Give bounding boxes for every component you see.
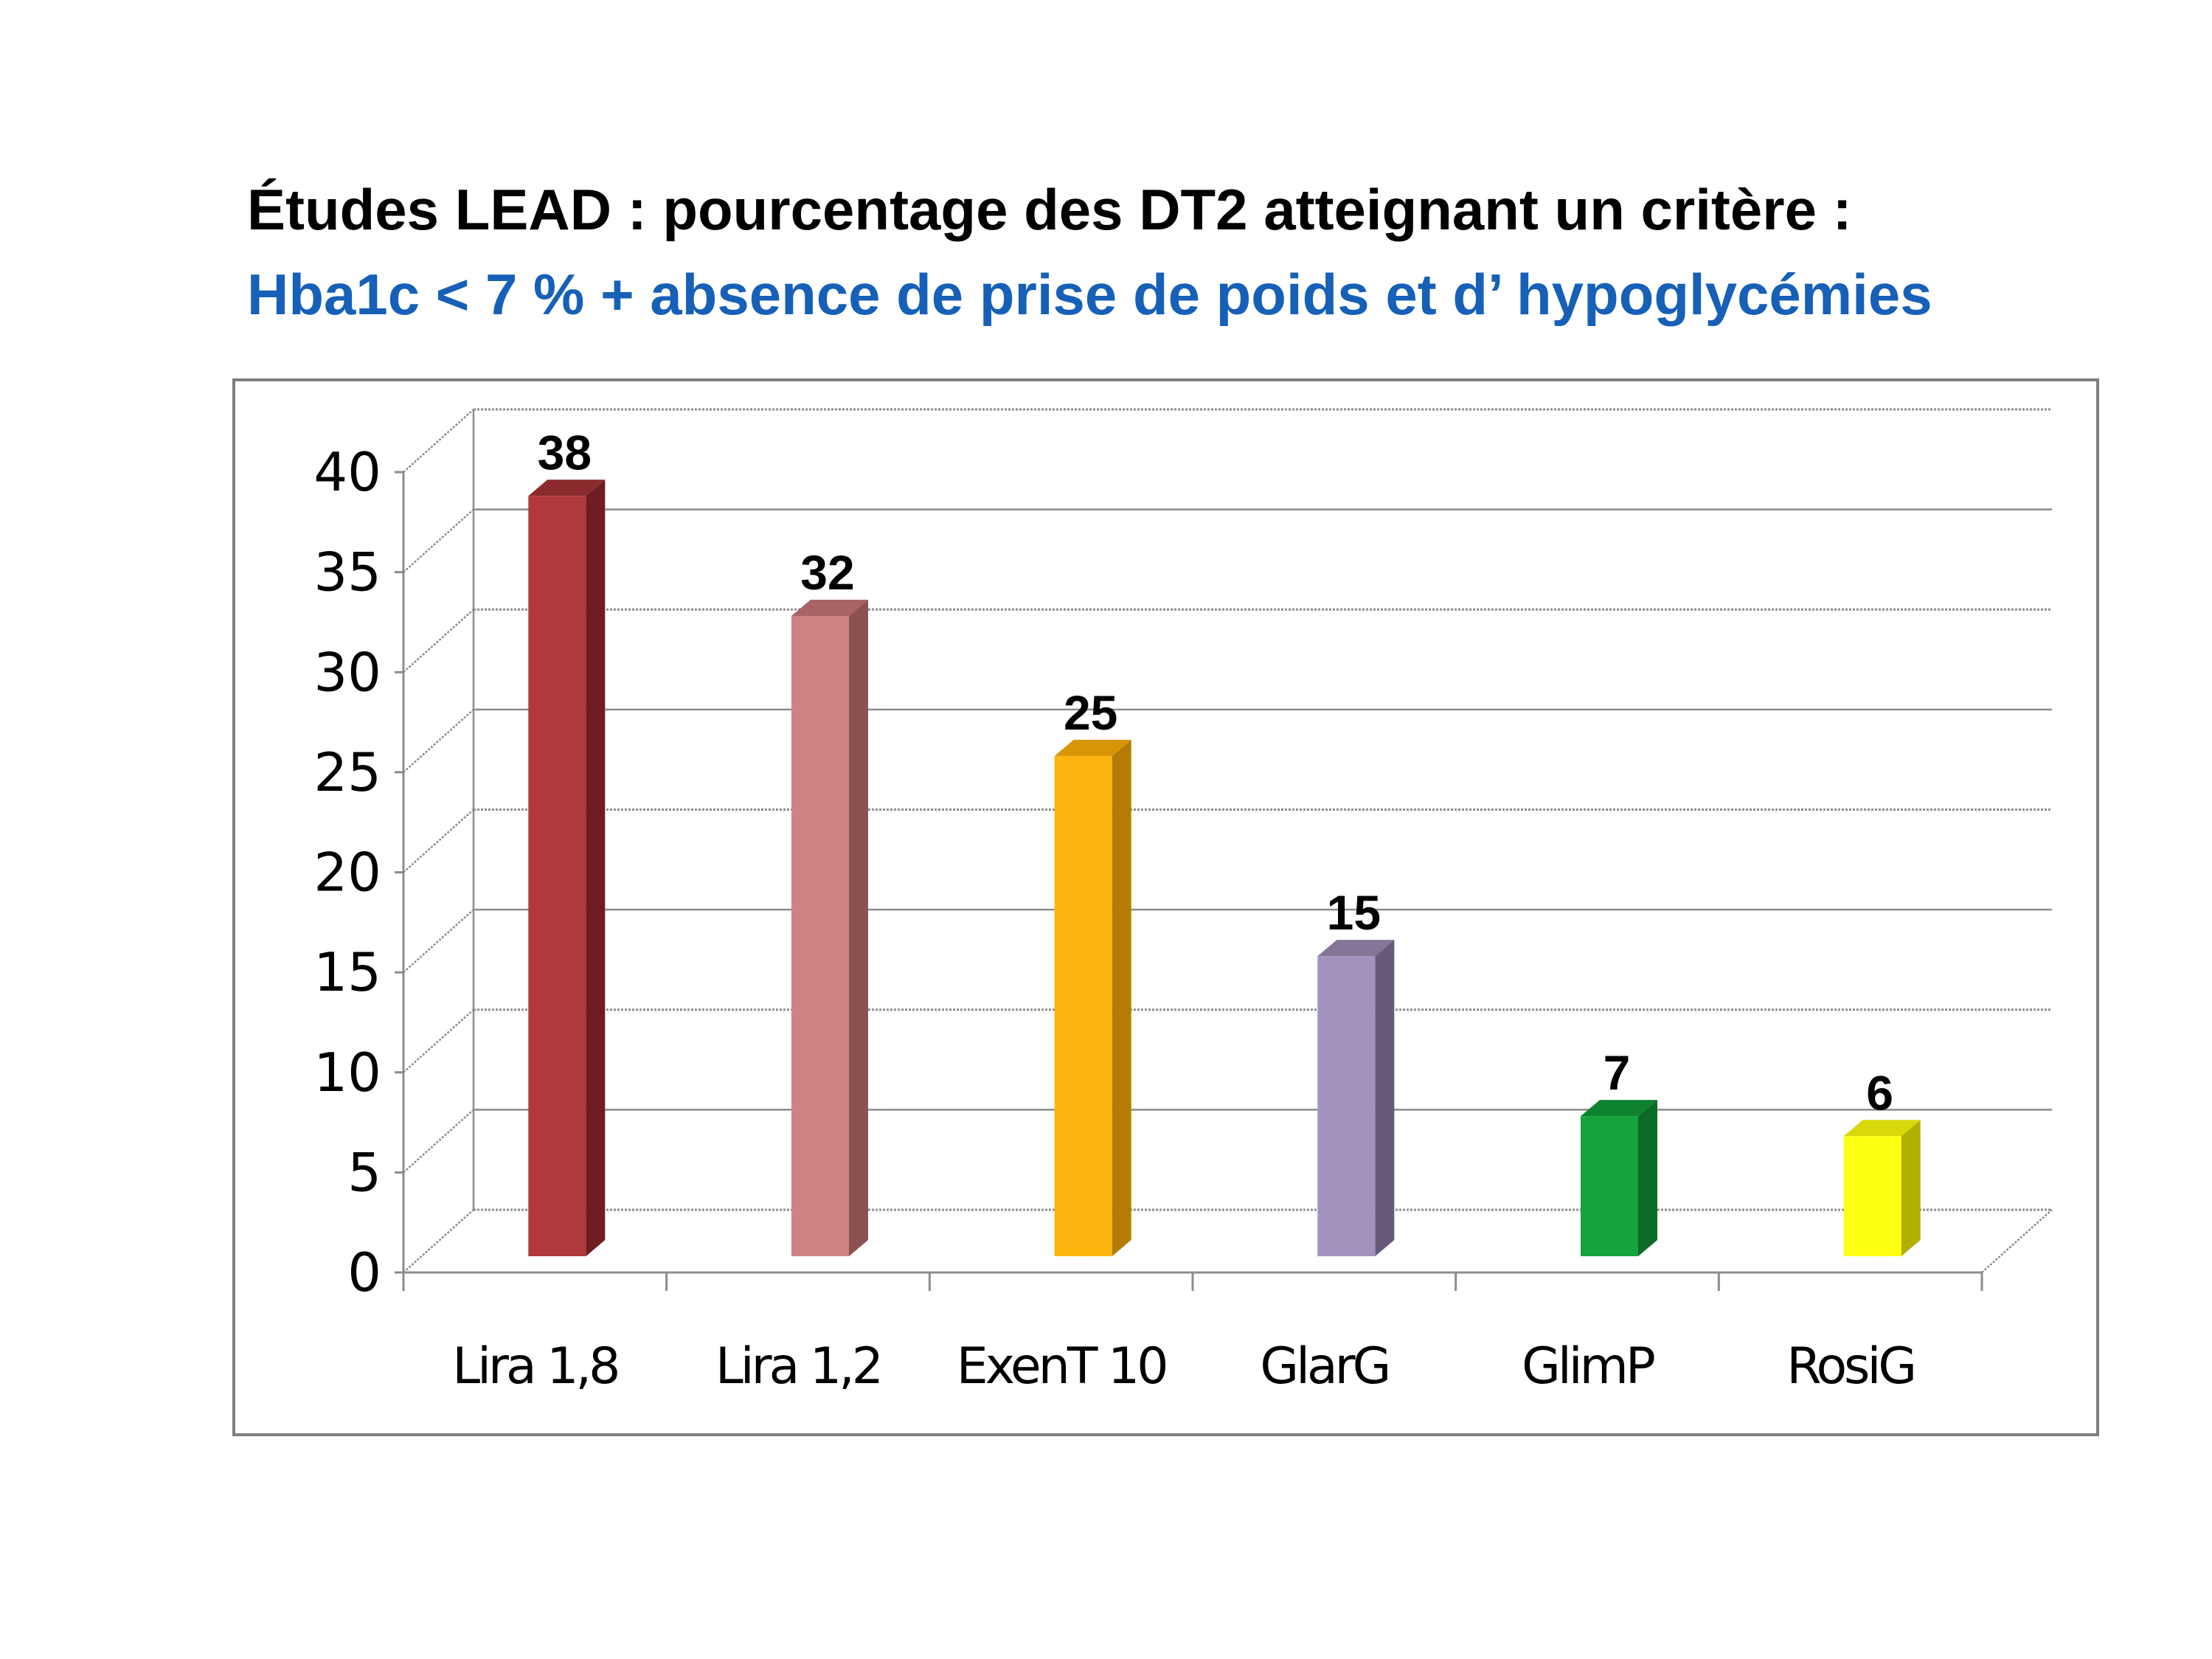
bar-side	[1901, 1120, 1921, 1256]
data-labels: 38 32 25 15 7 6	[538, 425, 1893, 1120]
x-axis-labels: Lira 1,8 Lira 1,2 ExenT 10 GlarG GlimP RosiG	[452, 1337, 1917, 1396]
chart-title: Études LEAD : pourcentage des DT2 atteig…	[247, 177, 1852, 242]
bar-side	[1638, 1100, 1657, 1256]
data-label: 25	[1064, 685, 1117, 740]
bar-side	[849, 600, 868, 1256]
bar-front	[1317, 956, 1376, 1256]
bar-3	[1054, 739, 1131, 1256]
data-label: 32	[800, 545, 854, 600]
side-gridline	[403, 808, 474, 873]
bar-side	[1112, 739, 1131, 1256]
side-gridline	[403, 1109, 474, 1174]
bar-front	[1054, 755, 1112, 1256]
bar-6	[1843, 1120, 1921, 1256]
y-tick-label: 15	[313, 941, 381, 1003]
bar-5	[1581, 1100, 1657, 1256]
bar-front	[791, 616, 849, 1256]
bar-top	[528, 479, 606, 496]
bar-side	[1375, 940, 1395, 1256]
y-tick-label: 0	[347, 1241, 381, 1303]
side-gridline	[403, 909, 474, 974]
chart-subtitle: Hba1c < 7 % + absence de prise de poids …	[247, 262, 1932, 327]
data-label: 38	[538, 425, 592, 479]
bar-top	[791, 600, 868, 616]
bars	[528, 479, 1921, 1256]
y-tick-label: 40	[313, 441, 381, 503]
bar-top	[1317, 940, 1395, 957]
y-axis: 0 5 10 15 20 25 30 35 40	[313, 441, 1983, 1303]
bar-top	[1054, 739, 1131, 756]
bar-front	[1581, 1116, 1638, 1256]
x-tick-label: GlarG	[1260, 1337, 1388, 1396]
data-label: 7	[1603, 1045, 1631, 1100]
y-tick-label: 10	[313, 1042, 381, 1104]
y-tick-label: 35	[313, 541, 381, 603]
x-tick-label: RosiG	[1786, 1337, 1914, 1396]
x-tick-label: Lira 1,2	[715, 1337, 881, 1396]
chart-frame	[232, 378, 2099, 1436]
y-tick-label: 5	[347, 1141, 381, 1203]
side-gridline	[403, 609, 474, 673]
data-label: 15	[1327, 885, 1381, 940]
side-gridline	[403, 508, 474, 573]
bar-1	[528, 479, 606, 1256]
data-label: 6	[1866, 1065, 1893, 1120]
bar-4	[1317, 940, 1395, 1256]
side-gridline	[403, 1209, 474, 1273]
side-gridline	[403, 708, 474, 773]
bar-side	[586, 479, 606, 1256]
side-gridline	[403, 409, 474, 473]
y-tick-label: 30	[313, 641, 381, 703]
x-tick-label: ExenT 10	[957, 1337, 1166, 1396]
bar-front	[528, 496, 586, 1256]
x-tick-label: Lira 1,8	[452, 1337, 617, 1396]
side-gridline	[403, 1008, 474, 1073]
x-tick-label: GlimP	[1522, 1337, 1654, 1396]
y-tick-label: 20	[313, 842, 381, 904]
y-tick-label: 25	[313, 741, 381, 803]
bar-front	[1843, 1136, 1901, 1256]
bar-top	[1581, 1100, 1657, 1117]
floor-edge	[1981, 1209, 2053, 1273]
bar-top	[1843, 1120, 1921, 1137]
grid	[403, 408, 2053, 1273]
bar-2	[791, 600, 868, 1256]
